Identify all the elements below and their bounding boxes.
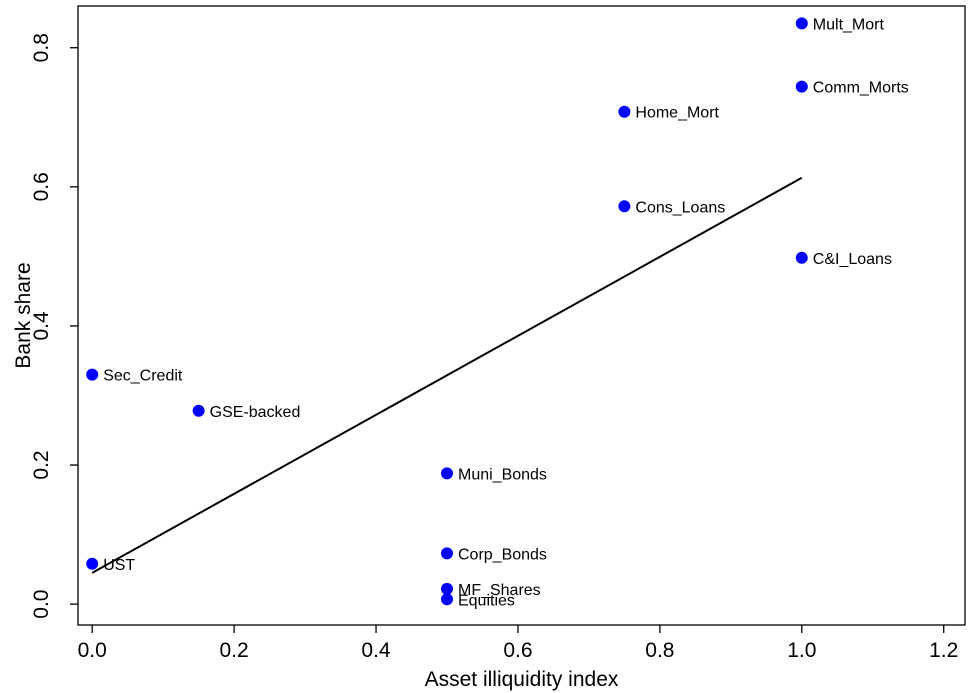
point-label: Home_Mort xyxy=(635,105,719,122)
point-label: Equities xyxy=(458,592,515,609)
point-label: MF_Shares xyxy=(458,582,541,599)
point-label: Comm_Morts xyxy=(813,80,909,97)
data-point xyxy=(618,105,631,118)
data-point xyxy=(86,368,99,381)
data-point xyxy=(795,80,808,93)
regression-line xyxy=(91,176,803,574)
point-label: Muni_Bonds xyxy=(458,466,547,483)
data-point xyxy=(795,17,808,30)
y-axis-title: Bank share xyxy=(12,262,35,368)
x-axis-title: Asset illiquidity index xyxy=(425,668,619,691)
data-point xyxy=(795,251,808,264)
point-label: Corp_Bonds xyxy=(458,546,547,563)
plot-frame xyxy=(77,5,966,626)
y-tick-label: 0.6 xyxy=(30,172,53,201)
y-tick-label: 0.8 xyxy=(30,33,53,62)
y-tick-label: 0.0 xyxy=(30,590,53,619)
point-label: Cons_Loans xyxy=(635,199,725,216)
x-tick-label: 0.0 xyxy=(78,639,107,662)
data-point xyxy=(440,593,453,606)
y-axis: 0.0 0.2 0.4 0.6 0.8 xyxy=(30,33,78,619)
y-tick-label: 0.4 xyxy=(30,311,53,341)
x-tick-label: 1.2 xyxy=(929,639,958,662)
x-axis: 0.0 0.2 0.4 0.6 0.8 1.0 1.2 xyxy=(78,625,958,662)
x-tick-label: 1.0 xyxy=(787,639,816,662)
y-tick-label: 0.2 xyxy=(30,450,53,479)
point-label: Sec_Credit xyxy=(103,368,183,385)
data-points: Mult_Mort Comm_Morts Home_Mort Cons_Loans C&… xyxy=(86,16,909,609)
data-point xyxy=(618,200,631,213)
data-point xyxy=(86,557,99,570)
point-label: UST xyxy=(103,557,135,574)
data-point xyxy=(440,582,453,595)
data-point xyxy=(440,547,453,560)
x-tick-label: 0.8 xyxy=(645,639,674,662)
point-label: C&I_Loans xyxy=(813,251,892,268)
x-tick-label: 0.2 xyxy=(220,639,249,662)
data-point xyxy=(440,467,453,480)
point-label: Mult_Mort xyxy=(813,16,885,33)
point-label: GSE-backed xyxy=(210,404,301,421)
data-point xyxy=(192,404,205,417)
x-tick-label: 0.6 xyxy=(503,639,532,662)
x-tick-label: 0.4 xyxy=(361,639,391,662)
